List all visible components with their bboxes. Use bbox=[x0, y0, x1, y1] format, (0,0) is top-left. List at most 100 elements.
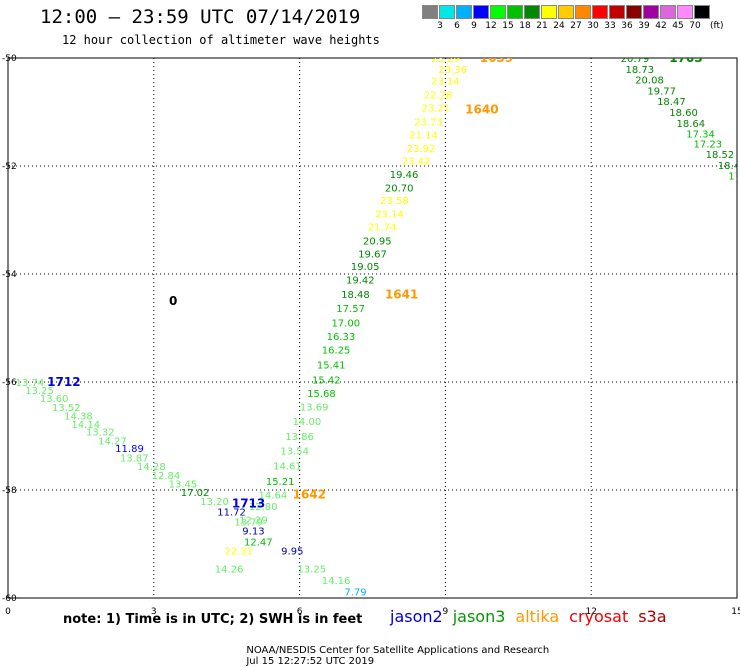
wave-height-value: 15.21 bbox=[266, 477, 295, 488]
wave-height-value: 19.42 bbox=[346, 275, 375, 286]
wave-height-value: 14.00 bbox=[293, 417, 322, 428]
y-tick-label: -50 bbox=[2, 54, 17, 64]
wave-height-value: 21.74 bbox=[368, 222, 397, 233]
y-tick-label: -56 bbox=[2, 378, 17, 388]
wave-height-value: 23.42 bbox=[402, 157, 431, 168]
wave-height-value: 13.25 bbox=[25, 386, 54, 397]
pass-time-label: 1703 bbox=[669, 51, 702, 65]
wave-height-value: 18.64 bbox=[677, 119, 706, 130]
color-scale-unit: (ft) bbox=[710, 21, 724, 31]
color-scale-swatch bbox=[558, 5, 574, 19]
wave-height-value: 13.69 bbox=[300, 402, 329, 413]
wave-height-value: 15.68 bbox=[307, 389, 336, 400]
wave-height-value: 23.14 bbox=[431, 77, 460, 88]
color-scale-label: 9 bbox=[471, 21, 477, 31]
wave-height-value: 19.46 bbox=[390, 170, 419, 181]
y-tick-label: -60 bbox=[2, 594, 17, 604]
color-scale-label: 27 bbox=[570, 21, 582, 31]
wave-height-value: 18.60 bbox=[669, 108, 698, 119]
x-tick-label: 12 bbox=[585, 607, 596, 617]
wave-height-value: 13.32 bbox=[86, 428, 115, 439]
wave-height-value: 23.14 bbox=[375, 210, 404, 221]
wave-height-value: 15.41 bbox=[317, 361, 346, 372]
y-tick-label: -54 bbox=[2, 270, 17, 280]
wave-height-value: 9.13 bbox=[242, 527, 264, 538]
color-scale-label: 70 bbox=[689, 21, 701, 31]
credit-footer: NOAA/NESDIS Center for Satellite Applica… bbox=[240, 634, 577, 667]
wave-height-value: 20.70 bbox=[385, 184, 414, 195]
color-scale-label: 24 bbox=[553, 21, 565, 31]
wave-height-value: 14.38 bbox=[64, 411, 93, 422]
satellite-legend-altika: altika bbox=[515, 607, 560, 626]
wave-height-value: 17.57 bbox=[336, 304, 365, 315]
wave-height-value: 13.54 bbox=[280, 447, 309, 458]
x-tick-label: 6 bbox=[297, 607, 303, 617]
wave-height-value: 11.72 bbox=[217, 508, 246, 519]
wave-height-value: 17.34 bbox=[686, 130, 715, 141]
wave-height-value: 23.29 bbox=[431, 54, 460, 65]
color-scale-label: 21 bbox=[536, 21, 548, 31]
color-scale-bar bbox=[422, 5, 711, 19]
wave-height-value: 23.73 bbox=[414, 118, 443, 129]
pass-time-label: 0 bbox=[169, 294, 177, 308]
wave-height-value: 7.79 bbox=[344, 588, 366, 599]
wave-height-value: 22.28 bbox=[424, 91, 453, 102]
pass-time-label: 1713 bbox=[232, 497, 265, 511]
pass-time-label: 1712 bbox=[47, 375, 80, 389]
color-scale-swatch bbox=[456, 5, 472, 19]
wave-height-value: 23.92 bbox=[407, 144, 436, 155]
wave-height-value: 13.20 bbox=[200, 497, 229, 508]
satellite-legend-jason3: jason3 bbox=[452, 607, 506, 626]
wave-height-value: 17.02 bbox=[181, 488, 210, 499]
wave-height-value: 14.28 bbox=[137, 462, 166, 473]
color-scale-labels: 3 6 9 12 15 18 21 24 27 30 33 36 39 42 45 70 bbox=[422, 21, 740, 33]
y-tick-label: -52 bbox=[2, 162, 17, 172]
color-scale-label: 45 bbox=[672, 21, 684, 31]
wave-height-value: 13.87 bbox=[120, 454, 149, 465]
wave-height-value: 15.42 bbox=[312, 375, 341, 386]
wave-height-value: 17.0 bbox=[728, 172, 740, 183]
wave-height-value: 17.00 bbox=[331, 319, 360, 330]
x-tick-label: 3 bbox=[151, 607, 157, 617]
wave-height-value: 13.52 bbox=[52, 403, 81, 414]
wave-height-value: 20.08 bbox=[635, 76, 664, 87]
chart-subtitle: 12 hour collection of altimeter wave hei… bbox=[62, 33, 380, 47]
color-scale-swatch bbox=[507, 5, 523, 19]
footnote: note: 1) Time is in UTC; 2) SWH is in fe… bbox=[63, 612, 363, 627]
wave-height-plot: 0 3 6 9 12 15-50-52-54-56-58-6023.2923.3623.1… bbox=[2, 51, 740, 640]
color-scale-swatch bbox=[422, 5, 438, 19]
pass-time-label: 1900 bbox=[69, 626, 102, 640]
chart-title: 12:00 – 23:59 UTC 07/14/2019 bbox=[40, 6, 361, 28]
satellite-legend-cryosat: cryosat bbox=[569, 607, 629, 626]
wave-height-value: 18.47 bbox=[657, 97, 686, 108]
color-scale-label: 12 bbox=[485, 21, 497, 31]
wave-height-value: 14.16 bbox=[322, 576, 351, 587]
wave-height-value: 18.73 bbox=[625, 65, 654, 76]
wave-height-value: 14.61 bbox=[273, 462, 302, 473]
wave-height-value: 13.45 bbox=[169, 480, 198, 491]
x-tick-label: 0 bbox=[5, 607, 11, 617]
wave-height-value: 17.23 bbox=[694, 139, 723, 150]
wave-height-value: 18.52 bbox=[706, 150, 735, 161]
color-scale-swatch bbox=[490, 5, 506, 19]
color-scale-label: 33 bbox=[604, 21, 616, 31]
wave-height-value: 13.74 bbox=[16, 378, 45, 389]
wave-height-value: 16.33 bbox=[327, 332, 356, 343]
color-scale-label: 15 bbox=[502, 21, 514, 31]
color-scale-label: 42 bbox=[655, 21, 667, 31]
wave-height-value: 14.14 bbox=[71, 420, 100, 431]
color-scale-swatch bbox=[524, 5, 540, 19]
data-layer: 23.2923.3623.1422.2823.2123.7321.1423.92… bbox=[16, 51, 740, 640]
color-scale-swatch bbox=[609, 5, 625, 19]
wave-height-value: 22.31 bbox=[225, 546, 254, 557]
color-scale-label: 3 bbox=[437, 21, 443, 31]
generation-timestamp: Jul 15 12:27:52 UTC 2019 bbox=[246, 656, 375, 667]
pass-time-label: 1642 bbox=[293, 487, 326, 501]
wave-height-value: 20.95 bbox=[363, 237, 392, 248]
wave-height-value: 13.86 bbox=[285, 432, 314, 443]
wave-height-value: 12.84 bbox=[152, 471, 181, 482]
wave-height-value: 9.95 bbox=[281, 546, 303, 557]
wave-height-value: 19.05 bbox=[351, 262, 380, 273]
wave-height-value: 12.47 bbox=[244, 537, 273, 548]
color-scale-swatch bbox=[592, 5, 608, 19]
